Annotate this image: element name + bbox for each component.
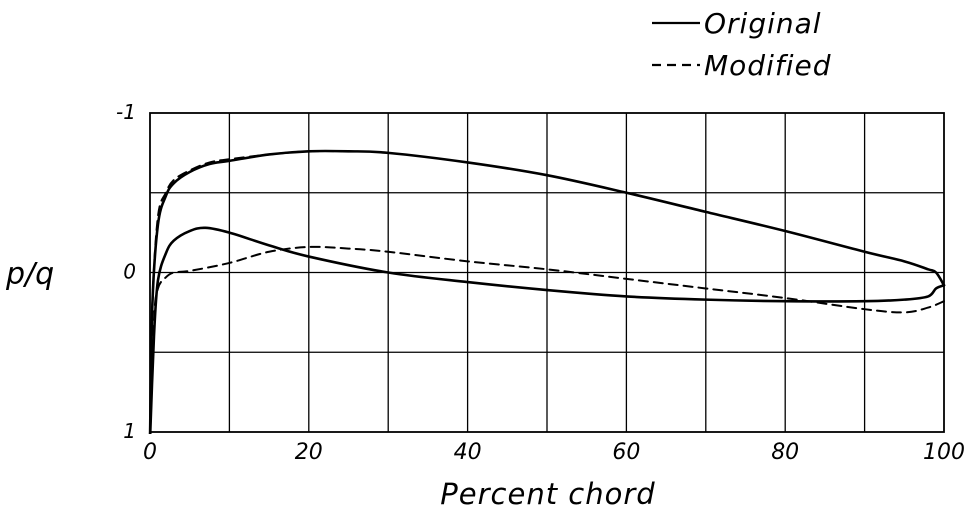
y-tick-labels: -1 0 1	[116, 100, 136, 443]
plot-frame	[149, 112, 945, 433]
plot-border	[149, 112, 945, 433]
grid	[150, 113, 944, 432]
x-tick-label: 100	[923, 440, 965, 465]
series-original-upper-curve	[148, 149, 946, 434]
y-axis-label: p/q	[5, 257, 54, 292]
x-tick-label: 40	[454, 440, 482, 465]
x-axis-label: Percent chord	[440, 477, 655, 511]
y-tick-label: 0	[123, 260, 136, 284]
series-modified-lower-curve	[149, 245, 945, 434]
x-tick-label: 80	[771, 440, 799, 465]
legend-label-modified: Modified	[704, 49, 831, 82]
x-tick-labels: 0 20 40 60 80 100	[143, 440, 965, 465]
series-original-lower-curve	[148, 226, 946, 434]
y-tick-label: 1	[123, 419, 136, 443]
y-tick-label: -1	[116, 100, 136, 124]
legend: Original Modified	[652, 7, 831, 82]
x-tick-label: 0	[143, 440, 157, 465]
series-modified-upper-curve	[149, 150, 350, 434]
data-curves	[148, 149, 946, 434]
legend-label-original: Original	[704, 7, 822, 40]
x-tick-label: 60	[612, 440, 640, 465]
x-tick-label: 20	[295, 440, 323, 465]
